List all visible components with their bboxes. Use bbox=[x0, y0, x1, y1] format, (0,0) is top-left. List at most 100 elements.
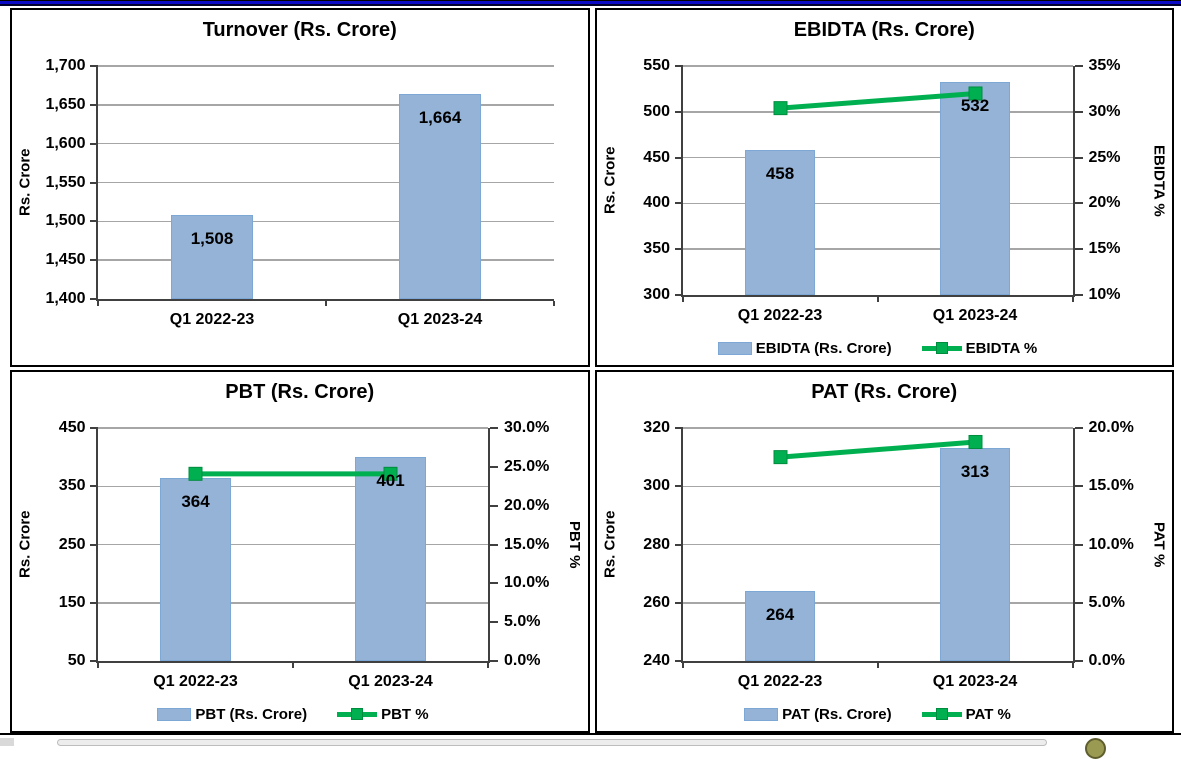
y-axis-tick bbox=[90, 220, 98, 223]
secondary-y-axis-tick-label: 20.0% bbox=[504, 496, 550, 514]
gridline bbox=[682, 427, 1073, 429]
gridline bbox=[682, 543, 1073, 546]
y-axis-tick bbox=[90, 601, 98, 604]
y-axis-tick bbox=[90, 181, 98, 184]
secondary-y-axis-tick-label: 5.0% bbox=[1088, 593, 1125, 611]
y-axis-tick-label: 300 bbox=[643, 477, 670, 495]
chart-plot-ebidta: 300 350 400 450 500 550 10% 15% 20% 25% 30% 35% 458 5… bbox=[597, 50, 1173, 365]
y-axis-tick-label: 1,600 bbox=[45, 134, 86, 152]
legend-label: EBIDTA (Rs. Crore) bbox=[755, 339, 892, 357]
chart-panel-ebidta: EBIDTA (Rs. Crore) 300 350 400 450 500 550 10%… bbox=[594, 8, 1174, 367]
secondary-y-axis-tick-label: 20% bbox=[1088, 194, 1121, 212]
y-axis-tick bbox=[674, 485, 683, 488]
y-axis-title: Rs. Crore bbox=[601, 510, 618, 579]
y-axis-tick bbox=[90, 298, 98, 300]
bar-value-label: 364 bbox=[181, 492, 210, 512]
y-axis-tick-label: 250 bbox=[58, 535, 86, 553]
legend-item: EBIDTA % bbox=[921, 340, 1037, 357]
legend-line-swatch bbox=[337, 707, 378, 720]
legend-marker-square bbox=[935, 707, 948, 720]
x-axis-category-label: Q1 2022-23 bbox=[153, 673, 238, 690]
gridline bbox=[682, 602, 1073, 604]
scrollbar-track[interactable] bbox=[57, 739, 1047, 746]
gridline bbox=[98, 104, 554, 106]
x-axis-category-label: Q1 2022-23 bbox=[169, 311, 255, 328]
x-axis-tick bbox=[681, 663, 684, 668]
y-axis-tick bbox=[90, 103, 98, 106]
y-axis-tick-label: 1,700 bbox=[45, 57, 86, 74]
y-axis-tick bbox=[674, 543, 683, 546]
secondary-y-axis-tick-label: 35% bbox=[1088, 57, 1121, 74]
legend-item: PBT % bbox=[337, 706, 429, 723]
bar bbox=[398, 93, 482, 299]
secondary-y-axis-tick bbox=[1074, 601, 1083, 604]
top-blue-divider-bar bbox=[0, 0, 1181, 6]
secondary-y-axis-tick bbox=[1074, 248, 1083, 251]
chart-plot-pat: 240 260 280 300 320 0.0% 5.0% 10.0% 15.0% 20.0% 26… bbox=[597, 412, 1173, 731]
gridline bbox=[98, 543, 488, 546]
y-axis-tick-label: 1,400 bbox=[45, 290, 86, 307]
bar bbox=[160, 478, 231, 661]
y-axis-tick bbox=[674, 110, 683, 113]
y-axis-tick bbox=[674, 248, 683, 251]
secondary-y-axis-tick bbox=[490, 465, 498, 468]
y-axis-tick-label: 240 bbox=[643, 652, 670, 669]
secondary-y-axis-tick-label: 30.0% bbox=[504, 419, 550, 436]
bar-value-label: 1,508 bbox=[190, 229, 234, 249]
gridline bbox=[98, 181, 554, 184]
y-axis-title: Rs. Crore bbox=[16, 510, 34, 579]
secondary-y-axis-tick bbox=[1074, 110, 1083, 113]
secondary-y-axis-tick bbox=[1074, 65, 1083, 67]
chart-panel-pbt: PBT (Rs. Crore) 50 150 250 350 450 0.0% 5.0% 10… bbox=[10, 370, 590, 733]
gridline bbox=[682, 248, 1073, 250]
percentage-line bbox=[188, 466, 398, 481]
x-axis-tick bbox=[1071, 663, 1074, 668]
bar bbox=[744, 591, 816, 661]
y-axis-tick-label: 320 bbox=[643, 419, 670, 436]
y-axis-title: Rs. Crore bbox=[16, 148, 34, 217]
y-axis-tick bbox=[674, 427, 683, 429]
x-axis-tick bbox=[876, 297, 879, 302]
y-axis-tick-label: 150 bbox=[58, 593, 86, 611]
legend-label: PAT (Rs. Crore) bbox=[782, 705, 892, 723]
gridline bbox=[682, 485, 1073, 487]
bar bbox=[939, 82, 1011, 295]
partial-round-icon bbox=[1085, 738, 1106, 759]
y-axis-line bbox=[96, 428, 98, 663]
y-axis-line bbox=[680, 66, 683, 297]
y-axis-tick bbox=[674, 65, 683, 67]
chart-title-turnover: Turnover (Rs. Crore) bbox=[202, 18, 397, 41]
chart-title-pbt: PBT (Rs. Crore) bbox=[225, 380, 375, 403]
line-marker bbox=[773, 101, 787, 116]
gridline bbox=[98, 427, 488, 429]
legend-item: PAT (Rs. Crore) bbox=[744, 705, 892, 723]
x-axis-tick bbox=[97, 663, 99, 668]
y-axis-tick-label: 260 bbox=[643, 593, 670, 611]
secondary-y-axis-tick bbox=[490, 660, 498, 662]
secondary-y-axis-title: EBIDTA % bbox=[1150, 144, 1168, 217]
y-axis-tick-label: 400 bbox=[643, 194, 670, 212]
chart-legend: PBT (Rs. Crore) PBT % bbox=[98, 703, 488, 725]
y-axis-tick-label: 1,450 bbox=[45, 251, 86, 269]
x-axis-line bbox=[98, 299, 554, 301]
legend-label: PAT % bbox=[965, 705, 1011, 723]
x-axis-tick bbox=[325, 301, 327, 306]
charts-grid: Turnover (Rs. Crore) 1,400 1,450 1,500 1,55… bbox=[10, 8, 1174, 733]
x-axis-tick bbox=[487, 663, 489, 668]
bar-value-label: 401 bbox=[376, 470, 405, 490]
y-axis-tick-label: 550 bbox=[643, 57, 670, 74]
y-axis-tick bbox=[90, 543, 98, 546]
secondary-y-axis-title: PAT % bbox=[1150, 521, 1168, 568]
y-axis-tick bbox=[674, 601, 683, 604]
x-axis-category-label: Q1 2023-24 bbox=[932, 307, 1018, 324]
y-axis-tick bbox=[90, 142, 98, 145]
y-axis-tick bbox=[674, 202, 683, 205]
y-axis-tick-label: 450 bbox=[58, 419, 86, 436]
x-axis-category-label: Q1 2022-23 bbox=[737, 673, 823, 690]
x-axis-tick bbox=[553, 301, 555, 306]
line-marker bbox=[383, 466, 398, 481]
secondary-y-axis-tick-label: 25.0% bbox=[504, 457, 550, 475]
gridline bbox=[98, 485, 488, 487]
x-axis-tick bbox=[292, 663, 294, 668]
secondary-y-axis-tick bbox=[1074, 156, 1083, 159]
